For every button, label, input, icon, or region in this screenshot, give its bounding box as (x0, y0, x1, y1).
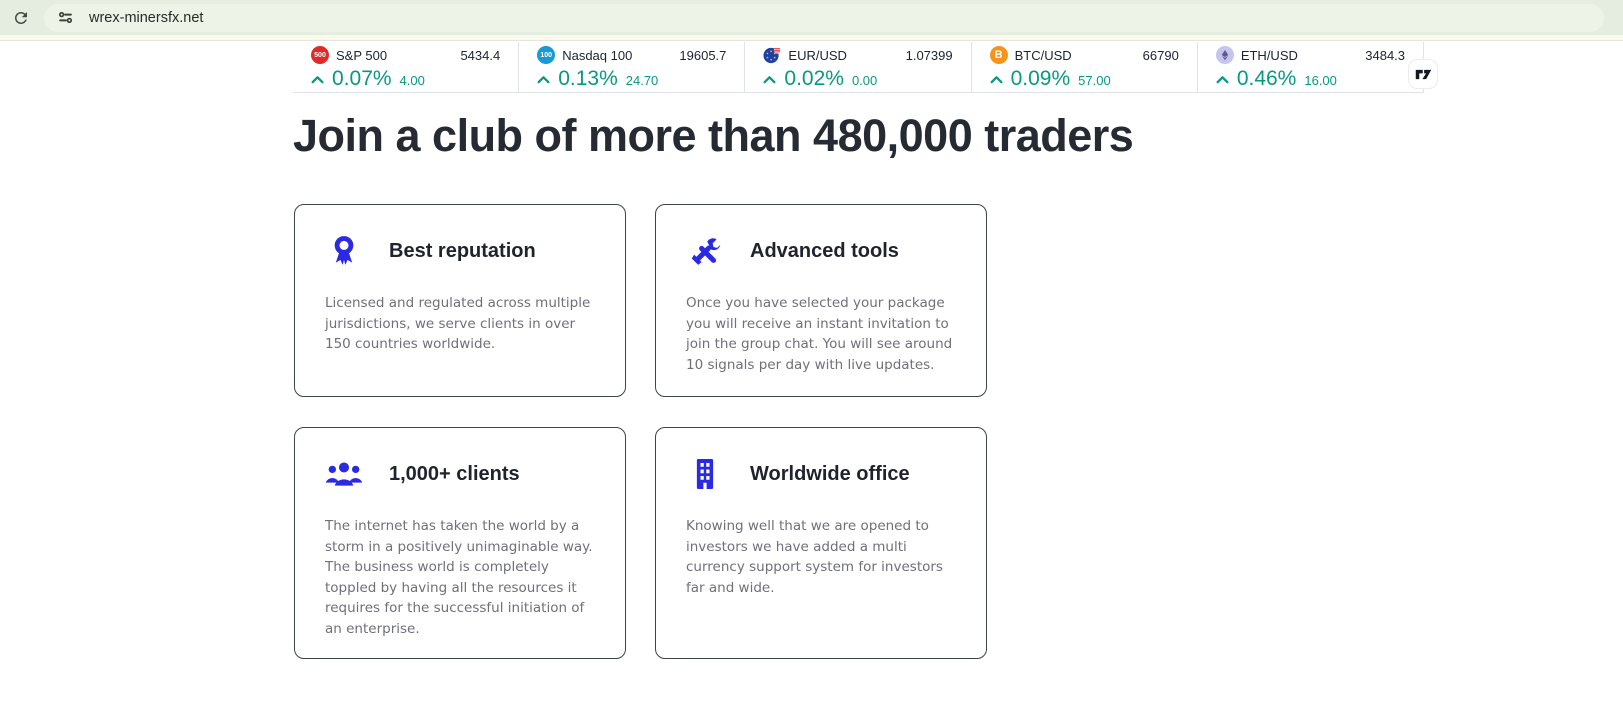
ticker-item-nasdaq100[interactable]: 100 Nasdaq 100 19605.7 0.13% 24.70 (519, 42, 746, 92)
ticker-value: 3484.3 (1365, 47, 1406, 63)
ticker-symbol: Nasdaq 100 (562, 47, 633, 63)
ethereum-icon (1215, 46, 1234, 64)
sp500-badge-icon: 500 (311, 46, 329, 64)
feature-card-advanced-tools: Advanced tools Once you have selected yo… (655, 204, 987, 397)
site-settings-button[interactable] (53, 6, 77, 30)
chevron-up-icon (763, 75, 776, 84)
feature-card-worldwide-office: Worldwide office Knowing well that we ar… (655, 427, 987, 659)
reload-icon (14, 11, 27, 24)
eurusd-flag-icon (763, 46, 781, 64)
card-body: The internet has taken the world by a st… (325, 518, 593, 637)
feature-card-clients: 1,000+ clients The internet has taken th… (294, 427, 626, 659)
ticker-symbol: S&P 500 (336, 47, 388, 63)
ticker-symbol: ETH/USD (1240, 47, 1298, 63)
award-icon (325, 232, 363, 270)
ticker-change-pct: 0.02% (784, 67, 844, 90)
ticker-item-ethusd[interactable]: ETH/USD 3484.3 0.46% 16.00 (1198, 42, 1425, 92)
card-title: Best reputation (389, 239, 536, 262)
ticker-change-abs: 24.70 (625, 73, 659, 88)
ticker-change-abs: 4.00 (399, 73, 425, 88)
ticker-change-abs: 57.00 (1078, 73, 1111, 88)
browser-toolbar: wrex-minersfx.net (0, 0, 1623, 35)
chevron-up-icon (1216, 75, 1229, 84)
ticker-item-eurusd[interactable]: EUR/USD 1.07399 0.02% 0.00 (745, 42, 972, 92)
ticker-value: 66790 (1142, 47, 1179, 63)
card-body: Licensed and regulated across multiple j… (325, 295, 591, 352)
tune-icon (58, 11, 72, 24)
ticker-symbol: EUR/USD (788, 47, 847, 63)
ticker-value: 5434.4 (460, 47, 501, 63)
feature-card-best-reputation: Best reputation Licensed and regulated a… (294, 204, 626, 397)
ticker-symbol: BTC/USD (1014, 47, 1072, 63)
ticker-item-sp500[interactable]: 500 S&P 500 5434.4 0.07% 4.00 (293, 42, 520, 92)
ticker-item-btcusd[interactable]: B BTC/USD 66790 0.09% 57.00 (972, 42, 1198, 92)
tools-icon (686, 232, 724, 270)
ticker-change-pct: 0.09% (1010, 67, 1071, 90)
tradingview-icon (1415, 69, 1431, 79)
card-title: Advanced tools (750, 239, 899, 262)
bitcoin-icon: B (989, 46, 1008, 64)
card-title: 1,000+ clients (389, 462, 520, 485)
users-icon (325, 455, 363, 493)
card-body: Once you have selected your package you … (686, 295, 953, 373)
market-ticker-widget: 500 S&P 500 5434.4 0.07% 4.00 100 Nasdaq… (293, 42, 1438, 93)
ticker-value: 1.07399 (905, 47, 953, 63)
url-text: wrex-minersfx.net (89, 9, 204, 26)
chevron-up-icon (311, 75, 324, 84)
page-title: Join a club of more than 480,000 traders (293, 110, 1134, 161)
ticker-change-pct: 0.46% (1236, 67, 1297, 90)
reload-button[interactable] (9, 6, 33, 30)
ticker-change-pct: 0.07% (332, 67, 392, 90)
address-bar[interactable]: wrex-minersfx.net (44, 3, 1604, 32)
nasdaq-badge-icon: 100 (537, 46, 556, 64)
ticker-value: 19605.7 (679, 47, 727, 63)
ticker-change-abs: 0.00 (851, 73, 878, 88)
chevron-up-icon (537, 75, 550, 84)
tradingview-logo-button[interactable] (1408, 59, 1438, 89)
building-icon (686, 455, 724, 493)
toolbar-divider (0, 35, 1623, 41)
ticker-change-pct: 0.13% (558, 67, 618, 90)
ticker-change-abs: 16.00 (1304, 73, 1337, 88)
card-body: Knowing well that we are opened to inves… (686, 518, 943, 596)
card-title: Worldwide office (750, 462, 910, 485)
chevron-up-icon (990, 75, 1003, 84)
